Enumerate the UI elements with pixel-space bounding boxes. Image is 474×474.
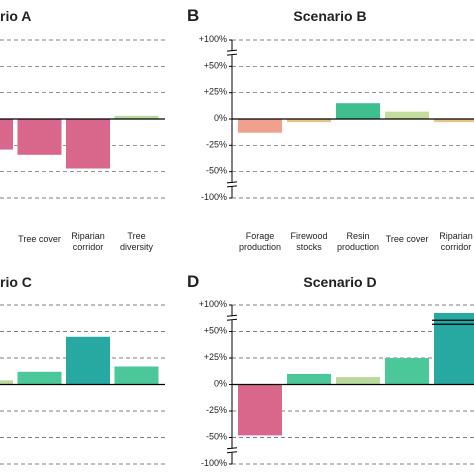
y-tick-label: +25% [204, 352, 227, 362]
axis-break [226, 314, 238, 317]
axis-break [226, 53, 238, 56]
chart-title: rio C [0, 274, 32, 290]
y-tick-label: -100% [201, 458, 227, 468]
panel-label: D [187, 272, 199, 291]
x-tick-label: Tree diversity [120, 231, 154, 252]
bar [434, 119, 474, 123]
x-tick-label: Tree cover [386, 234, 429, 244]
bar [114, 115, 159, 119]
chart-title: rio A [0, 8, 31, 24]
chart-title: Scenario B [293, 8, 366, 24]
bar [287, 119, 331, 123]
bar [17, 371, 62, 385]
x-tick-label: Resin production [337, 231, 379, 252]
y-tick-label: +50% [204, 326, 227, 336]
bar [434, 312, 474, 385]
x-tick-label: Forage production [239, 231, 281, 252]
y-tick-label: 0% [214, 113, 227, 123]
axis-break [226, 49, 238, 52]
y-tick-label: +25% [204, 87, 227, 97]
axis-break [226, 451, 238, 454]
bar [336, 377, 380, 385]
bar [385, 111, 429, 119]
panel-label: B [187, 6, 199, 25]
axis-break-gap [227, 448, 237, 453]
x-tick-label: Riparian corridor [71, 231, 105, 252]
y-tick-label: -50% [206, 432, 227, 442]
chart-title: Scenario D [303, 274, 376, 290]
bar [287, 373, 331, 385]
bar [0, 119, 13, 150]
y-tick-label: +100% [199, 34, 227, 44]
y-tick-label: -100% [201, 192, 227, 202]
y-tick-label: -25% [206, 405, 227, 415]
bar [385, 358, 429, 385]
bar [238, 384, 282, 436]
axis-break [226, 185, 238, 188]
axis-break [226, 318, 238, 321]
bar [238, 119, 282, 133]
y-tick-label: 0% [214, 379, 227, 389]
x-tick-label: Riparian corridor [439, 231, 473, 252]
x-tick-label: Tree cover [18, 234, 61, 244]
bar [114, 366, 159, 385]
bar [17, 119, 62, 155]
bar [66, 336, 110, 385]
axis-break-gap [227, 51, 237, 56]
x-tick-label: Firewood stocks [290, 231, 327, 252]
bar [66, 119, 110, 169]
y-tick-label: -25% [206, 140, 227, 150]
bar [0, 380, 13, 385]
axis-break-gap [227, 182, 237, 187]
y-tick-label: +100% [199, 299, 227, 309]
y-tick-label: -50% [206, 166, 227, 176]
axis-break-gap [227, 316, 237, 321]
bar [336, 103, 380, 119]
axis-break [226, 447, 238, 450]
axis-break [226, 181, 238, 184]
y-tick-label: +50% [204, 61, 227, 71]
